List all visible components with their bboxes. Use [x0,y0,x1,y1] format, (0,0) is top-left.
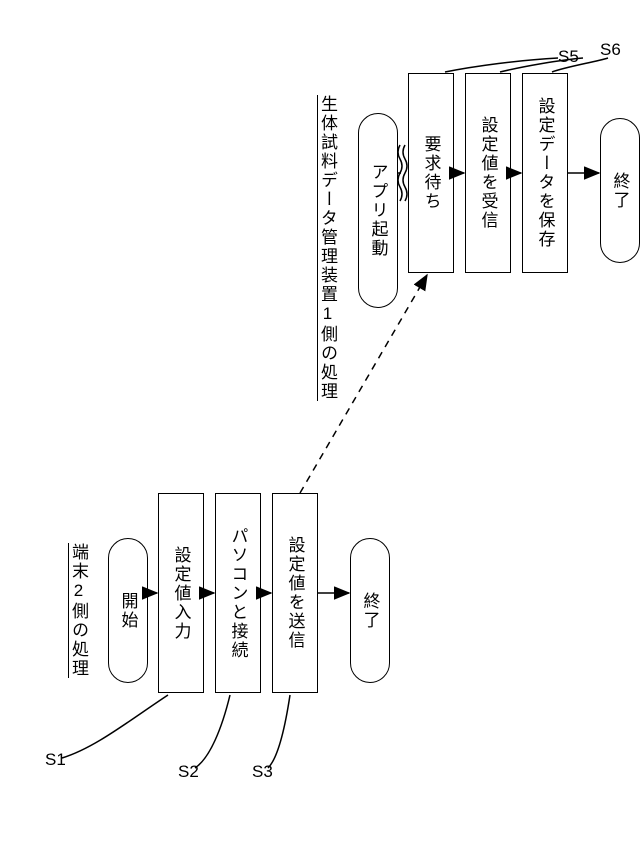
node-s4: 要求待ち [408,73,454,273]
label-s5: S5 [558,47,579,67]
node-s3: 設定値を送信 [272,493,318,693]
label-s2: S2 [178,762,199,782]
node-s2: パソコンと接続 [215,493,261,693]
flowchart-diagram: 端末2側の処理 生体試料データ管理装置1側の処理 開始 設定値入力 パソコンと接… [0,0,640,843]
node-end-left: 終了 [350,538,390,683]
node-start-right: アプリ起動 [358,113,398,308]
node-end-right: 終了 [600,118,640,263]
node-s1: 設定値入力 [158,493,204,693]
node-s5: 設定値を受信 [465,73,511,273]
label-s3: S3 [252,762,273,782]
label-s1: S1 [45,750,66,770]
right-column-title: 生体試料データ管理装置1側の処理 [315,95,340,401]
node-start-left: 開始 [108,538,148,683]
node-s6: 設定データを保存 [522,73,568,273]
label-s6: S6 [600,40,621,60]
left-column-title: 端末2側の処理 [66,543,91,678]
